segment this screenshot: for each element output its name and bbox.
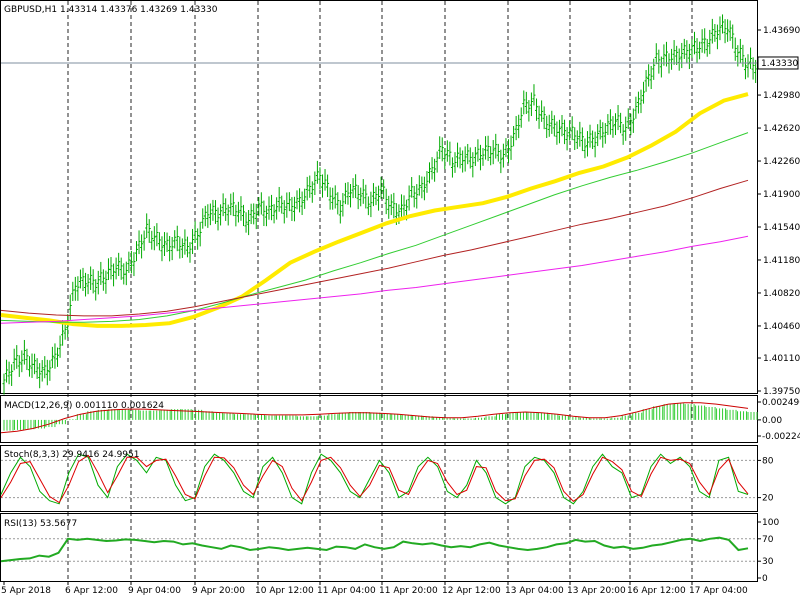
rsi-tick-label: 30 xyxy=(762,557,774,567)
time-tick-label: 11 Apr 04:00 xyxy=(317,586,376,596)
stoch-panel xyxy=(0,445,758,512)
moving-average-line xyxy=(0,132,749,323)
stoch-main-line xyxy=(0,453,749,505)
time-tick-label: 17 Apr 04:00 xyxy=(689,586,748,596)
moving-average-layer xyxy=(0,92,749,328)
price-tick-label: 1.41180 xyxy=(763,256,800,266)
price-tick-label: 1.41900 xyxy=(763,190,800,200)
current-price-tag xyxy=(757,56,799,70)
macd-tick-label: 0.00 xyxy=(762,416,782,426)
rsi-tick-label: 0 xyxy=(762,574,768,584)
rsi-label: RSI(13) 53.5677 xyxy=(4,519,77,529)
macd-tick-label: -0.002249 xyxy=(762,432,800,442)
rsi-layer: 100 70 30 0 xyxy=(0,518,779,584)
price-tick-label: 1.42260 xyxy=(763,157,800,167)
price-tick-label: 1.43690 xyxy=(763,26,800,36)
price-tick-label: 1.40820 xyxy=(763,289,800,299)
stoch-layer: 80 20 xyxy=(0,453,774,505)
price-tick-label: 1.40460 xyxy=(763,322,800,332)
axis-layer: 1.43690 1.42980 1.42620 1.42260 1.41900 1.415… xyxy=(1,26,800,596)
current-price-label: 1.43330 xyxy=(761,59,798,69)
macd-label: MACD(12,26,9) 0.001110 0.001624 xyxy=(4,401,164,411)
macd-layer: 0.002496 0.00 -0.002249 xyxy=(0,398,800,442)
stoch-label: Stoch(8,3,3) 29.9416 24.9951 xyxy=(4,450,139,460)
macd-signal-line xyxy=(0,402,749,434)
stoch-tick-label: 20 xyxy=(762,494,774,504)
stoch-signal-line xyxy=(0,454,749,504)
time-tick-label: 9 Apr 20:00 xyxy=(192,586,245,596)
price-tick-label: 1.42620 xyxy=(763,124,800,134)
stoch-tick-label: 80 xyxy=(762,456,774,466)
price-tick-label: 1.39750 xyxy=(763,387,800,397)
price-layer xyxy=(2,14,758,395)
chart-header: GBPUSD,H1 1.43314 1.43376 1.43269 1.4333… xyxy=(4,5,218,15)
price-tick-label: 1.42980 xyxy=(763,91,800,101)
time-tick-label: 12 Apr 12:00 xyxy=(442,586,501,596)
rsi-tick-label: 100 xyxy=(762,518,779,528)
time-tick-label: 10 Apr 12:00 xyxy=(255,586,314,596)
time-tick-label: 6 Apr 12:00 xyxy=(65,586,118,596)
time-tick-label: 5 Apr 2018 xyxy=(1,586,51,596)
price-tick-label: 1.40110 xyxy=(763,354,800,364)
macd-tick-label: 0.002496 xyxy=(762,398,800,408)
rsi-line xyxy=(0,536,749,563)
time-tick-label: 9 Apr 04:00 xyxy=(128,586,181,596)
moving-average-line xyxy=(0,235,749,324)
time-tick-label: 13 Apr 20:00 xyxy=(567,586,626,596)
moving-average-line xyxy=(0,92,749,328)
time-tick-label: 11 Apr 20:00 xyxy=(379,586,438,596)
rsi-tick-label: 70 xyxy=(762,535,774,545)
time-tick-label: 13 Apr 04:00 xyxy=(505,586,564,596)
time-tick-label: 16 Apr 12:00 xyxy=(627,586,686,596)
moving-average-line xyxy=(0,179,749,317)
price-tick-label: 1.41540 xyxy=(763,223,800,233)
